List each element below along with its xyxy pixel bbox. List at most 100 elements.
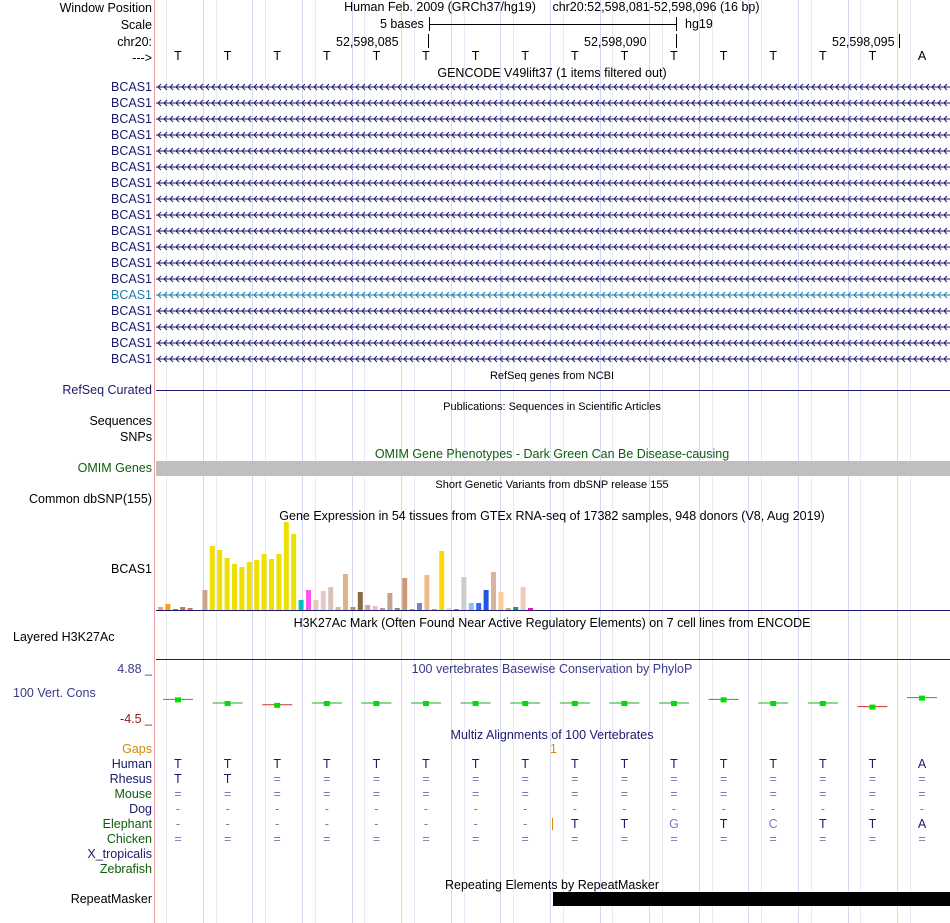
gene-feature-line[interactable] bbox=[156, 96, 950, 110]
species-label[interactable]: Human bbox=[111, 757, 152, 771]
track-image[interactable]: Human Feb. 2009 (GRCh37/hg19) chr20:52,5… bbox=[156, 0, 950, 923]
gtex-bar[interactable] bbox=[365, 605, 371, 610]
repeatmasker-bar[interactable] bbox=[553, 892, 950, 906]
phylop-score-mark[interactable] bbox=[819, 701, 826, 706]
gene-feature-line[interactable] bbox=[156, 320, 950, 334]
phylop-score-mark[interactable] bbox=[621, 701, 628, 706]
phylop-score-mark[interactable] bbox=[373, 701, 380, 706]
gtex-bar[interactable] bbox=[239, 567, 245, 610]
gtex-bar[interactable] bbox=[520, 587, 526, 610]
gtex-bar[interactable] bbox=[320, 591, 326, 610]
gtex-bar[interactable] bbox=[468, 603, 474, 610]
gtex-bar[interactable] bbox=[394, 608, 400, 610]
phylop-chart[interactable] bbox=[156, 680, 950, 720]
gtex-bar[interactable] bbox=[328, 587, 334, 610]
species-label[interactable]: Mouse bbox=[114, 787, 152, 801]
gtex-bar[interactable] bbox=[158, 607, 163, 610]
gene-label[interactable]: BCAS1 bbox=[111, 176, 152, 190]
gene-feature-line[interactable] bbox=[156, 144, 950, 158]
gene-label[interactable]: BCAS1 bbox=[111, 336, 152, 350]
gene-feature-line[interactable] bbox=[156, 352, 950, 366]
gtex-bar[interactable] bbox=[431, 609, 437, 610]
gtex-bar[interactable] bbox=[172, 609, 178, 610]
repeatmasker-label[interactable]: RepeatMasker bbox=[70, 892, 152, 906]
gtex-bar[interactable] bbox=[224, 558, 230, 610]
gene-feature-line[interactable] bbox=[156, 304, 950, 318]
gtex-bar[interactable] bbox=[357, 592, 363, 610]
gene-feature-line[interactable] bbox=[156, 336, 950, 350]
gene-label[interactable]: BCAS1 bbox=[111, 272, 152, 286]
phylop-score-mark[interactable] bbox=[919, 695, 925, 701]
gene-label[interactable]: BCAS1 bbox=[111, 80, 152, 94]
phylop-score-mark[interactable] bbox=[720, 697, 727, 703]
gene-label[interactable]: BCAS1 bbox=[111, 192, 152, 206]
dbsnp-label[interactable]: Common dbSNP(155) bbox=[29, 492, 152, 506]
species-label[interactable]: Chicken bbox=[106, 832, 152, 846]
gtex-gene-label[interactable]: BCAS1 bbox=[111, 562, 152, 576]
gene-label[interactable]: BCAS1 bbox=[111, 304, 152, 318]
phylop-score-mark[interactable] bbox=[869, 704, 876, 710]
gtex-bar[interactable] bbox=[246, 562, 252, 610]
gene-feature-line[interactable] bbox=[156, 288, 950, 302]
gtex-bar[interactable] bbox=[409, 609, 415, 610]
gtex-bar[interactable] bbox=[276, 554, 282, 610]
gene-label[interactable]: BCAS1 bbox=[111, 320, 152, 334]
gene-label[interactable]: BCAS1 bbox=[111, 240, 152, 254]
gene-label[interactable]: BCAS1 bbox=[111, 96, 152, 110]
gtex-bar[interactable] bbox=[513, 607, 519, 610]
phylop-score-mark[interactable] bbox=[770, 701, 777, 706]
sequences-label[interactable]: Sequences bbox=[89, 414, 152, 428]
strand-label[interactable]: ---> bbox=[132, 51, 152, 65]
gtex-bar[interactable] bbox=[335, 607, 341, 610]
gtex-bar[interactable] bbox=[454, 609, 459, 610]
gene-feature-line[interactable] bbox=[156, 112, 950, 126]
phylop-score-mark[interactable] bbox=[224, 701, 231, 706]
phylop-score-mark[interactable] bbox=[175, 697, 181, 703]
gtex-bar[interactable] bbox=[387, 593, 393, 610]
gtex-bar[interactable] bbox=[461, 577, 467, 610]
gene-label[interactable]: BCAS1 bbox=[111, 208, 152, 222]
gtex-bar[interactable] bbox=[491, 572, 496, 610]
gene-label[interactable]: BCAS1 bbox=[111, 128, 152, 142]
gtex-bar[interactable] bbox=[446, 608, 452, 610]
species-label[interactable]: X_tropicalis bbox=[87, 847, 152, 861]
gene-label[interactable]: BCAS1 bbox=[111, 144, 152, 158]
gtex-bar[interactable] bbox=[254, 560, 260, 610]
gtex-bar[interactable] bbox=[202, 590, 208, 610]
gene-label[interactable]: BCAS1 bbox=[111, 160, 152, 174]
phylop-score-mark[interactable] bbox=[472, 701, 479, 706]
gene-label[interactable]: BCAS1 bbox=[111, 112, 152, 126]
phylop-score-mark[interactable] bbox=[323, 701, 330, 706]
phylop-score-mark[interactable] bbox=[274, 702, 281, 708]
gtex-bar[interactable] bbox=[380, 608, 385, 610]
gtex-bar[interactable] bbox=[306, 590, 311, 610]
phylop-score-mark[interactable] bbox=[423, 701, 429, 706]
gtex-bar[interactable] bbox=[165, 604, 171, 610]
gene-feature-line[interactable] bbox=[156, 128, 950, 142]
gtex-bar[interactable] bbox=[232, 564, 237, 610]
gene-label[interactable]: BCAS1 bbox=[111, 288, 152, 302]
gene-feature-line[interactable] bbox=[156, 176, 950, 190]
gene-feature-line[interactable] bbox=[156, 160, 950, 174]
gtex-bar[interactable] bbox=[283, 522, 289, 610]
gtex-bar[interactable] bbox=[313, 600, 319, 610]
omim-label[interactable]: OMIM Genes bbox=[77, 461, 152, 475]
gene-feature-line[interactable] bbox=[156, 240, 950, 254]
gtex-bar[interactable] bbox=[350, 607, 356, 610]
gene-label[interactable]: BCAS1 bbox=[111, 256, 152, 270]
gtex-bar[interactable] bbox=[343, 574, 348, 610]
gtex-bar[interactable] bbox=[498, 592, 504, 610]
gtex-bar[interactable] bbox=[298, 600, 304, 610]
gene-feature-line[interactable] bbox=[156, 224, 950, 238]
gtex-bar[interactable] bbox=[439, 551, 445, 610]
species-label[interactable]: Rhesus bbox=[109, 772, 152, 786]
gtex-bar[interactable] bbox=[528, 608, 533, 610]
snps-label[interactable]: SNPs bbox=[120, 430, 152, 444]
gtex-bar[interactable] bbox=[209, 546, 215, 610]
gtex-bar[interactable] bbox=[372, 606, 378, 610]
gene-label[interactable]: BCAS1 bbox=[111, 224, 152, 238]
gene-feature-line[interactable] bbox=[156, 272, 950, 286]
gtex-bar[interactable] bbox=[187, 608, 193, 610]
gene-feature-line[interactable] bbox=[156, 256, 950, 270]
gtex-bar[interactable] bbox=[217, 550, 223, 610]
